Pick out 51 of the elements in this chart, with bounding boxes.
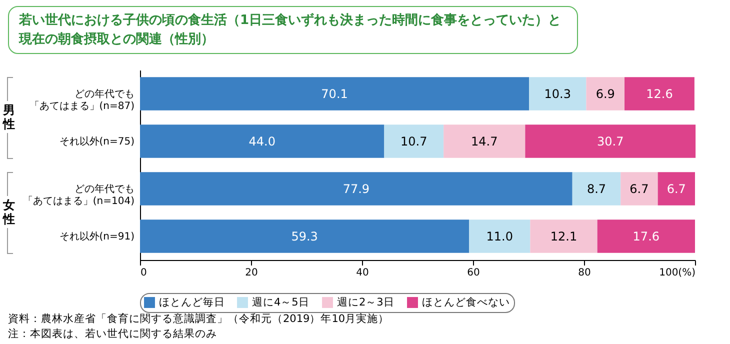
chart-title: 若い世代における子供の頃の食生活（1日三食いずれも決まった時間に食事をとっていた）と現在の朝食摂取との関連（性別） [8,6,578,54]
y-tick-label: どの年代でも「あてはまる」(n=104) [22,182,135,207]
data-label: 12.1 [550,229,578,244]
data-label: 70.1 [321,86,348,101]
legend-label: ほとんど毎日 [159,296,225,308]
y-tick-label: どの年代でも「あてはまる」(n=87) [29,88,135,112]
legend-label: 週に2～3日 [337,296,394,308]
bar [140,220,470,253]
bar [444,124,526,158]
text: 女性 [3,196,16,228]
data-label: 59.3 [291,229,318,244]
y-tick-label: それ以外(n=91) [59,230,135,242]
data-label: 12.6 [646,86,673,101]
bar [140,172,572,206]
y-tick-label: それ以外(n=75) [59,135,135,148]
text: 資料：農林水産省「食育に関する意識調査」（令和元（2019）年10月実施） [8,312,390,326]
bar [586,77,625,110]
data-label: 11.0 [486,229,513,244]
data-label: 77.9 [342,182,370,196]
x-tick-label: 100(%) [659,268,696,278]
data-label: 44.0 [248,134,276,148]
text: 男性 [3,101,16,133]
bar [384,124,444,158]
data-label: 14.7 [471,134,498,148]
bar [572,172,621,206]
x-tick-label: 80 [578,268,591,278]
legend-label: ほとんど食べない [422,296,510,308]
data-label: 6.7 [630,182,649,196]
legend-label: 週に4～5日 [252,296,310,308]
data-label: 8.7 [586,182,606,196]
bar [140,124,384,158]
bar [658,172,695,206]
data-label: 17.6 [632,229,660,244]
bar [624,77,694,110]
data-label: 6.9 [596,86,615,101]
x-tick-label: 0 [140,268,147,278]
data-label: 10.3 [544,86,571,101]
bar [597,220,695,253]
x-tick-label: 40 [356,268,369,278]
bar [530,220,598,253]
x-tick-label: 60 [467,268,480,278]
bar [529,77,586,110]
bar [620,172,658,206]
data-label: 6.7 [666,182,686,196]
x-tick-label: 20 [245,268,258,278]
bar [140,77,530,110]
bar [525,124,696,158]
bar [469,220,530,253]
data-label: 10.7 [400,134,428,148]
data-label: 30.7 [597,134,624,148]
text: 注：本図表は、若い世代に関する結果のみ [8,327,217,341]
